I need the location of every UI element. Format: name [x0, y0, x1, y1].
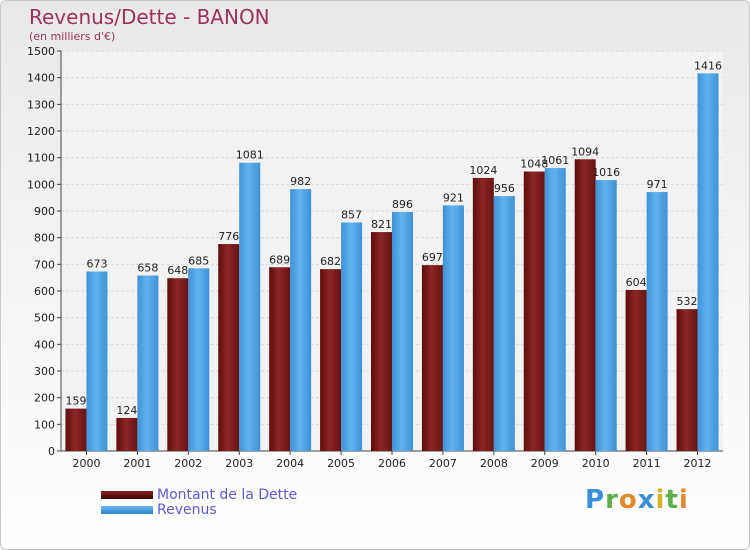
bar-revenus [341, 222, 363, 451]
x-tick-label: 2004 [276, 457, 304, 470]
data-label-dette: 532 [677, 295, 698, 308]
data-label-revenus: 982 [290, 175, 311, 188]
bar-revenus [595, 180, 617, 452]
bar-dette [167, 278, 189, 451]
y-tick-label: 300 [34, 365, 55, 378]
bar-revenus [697, 73, 719, 452]
bar-revenus [239, 162, 261, 451]
data-label-dette: 648 [167, 264, 188, 277]
data-label-dette: 776 [218, 230, 239, 243]
bar-revenus [392, 212, 413, 451]
logo-letter: t [665, 485, 679, 515]
data-label-revenus: 956 [494, 182, 515, 195]
y-tick-label: 600 [34, 285, 55, 298]
data-label-revenus: 1081 [236, 149, 264, 162]
y-tick-label: 0 [48, 445, 55, 458]
data-label-dette: 689 [269, 253, 290, 266]
logo-letter: x [637, 485, 656, 515]
data-label-revenus: 921 [443, 191, 464, 204]
data-label-dette: 1048 [520, 158, 548, 171]
data-label-revenus: 685 [188, 254, 209, 267]
bar-revenus [493, 196, 515, 451]
proxiti-logo: Proxiti [585, 485, 689, 515]
bar-dette [371, 232, 392, 451]
x-tick-label: 2009 [531, 457, 559, 470]
x-tick-label: 2005 [327, 457, 355, 470]
data-label-dette: 682 [320, 255, 341, 268]
data-label-revenus: 896 [392, 198, 413, 211]
logo-letter: i [678, 485, 689, 515]
data-label-revenus: 658 [137, 262, 158, 275]
x-tick-label: 2002 [174, 457, 202, 470]
data-label-dette: 1024 [469, 164, 497, 177]
legend-swatch-revenus [101, 506, 153, 514]
x-tick-label: 2012 [684, 457, 712, 470]
bar-revenus [290, 189, 312, 451]
legend-item-dette: Montant de la Dette [101, 487, 297, 503]
data-label-revenus: 1416 [694, 59, 722, 72]
y-tick-label: 1300 [27, 98, 55, 111]
bar-dette [523, 171, 545, 452]
y-tick-label: 400 [34, 338, 55, 351]
chart-subtitle: (en milliers d'€) [29, 30, 116, 43]
bar-dette [421, 265, 443, 451]
y-tick-label: 800 [34, 232, 55, 245]
data-label-dette: 821 [371, 218, 392, 231]
logo-letter: P [585, 485, 606, 515]
x-tick-label: 2001 [123, 457, 151, 470]
x-tick-label: 2007 [429, 457, 457, 470]
legend-label-dette: Montant de la Dette [157, 487, 298, 503]
bar-revenus [442, 205, 464, 451]
logo-letter: o [618, 485, 638, 515]
bar-dette [472, 177, 494, 451]
data-label-revenus: 1016 [592, 166, 620, 179]
data-label-dette: 697 [422, 251, 443, 264]
bar-dette [65, 408, 87, 451]
y-tick-label: 1400 [27, 72, 55, 85]
legend-swatch-dette [101, 491, 153, 499]
y-tick-label: 100 [34, 418, 55, 431]
bar-dette [218, 244, 240, 451]
x-tick-label: 2000 [72, 457, 100, 470]
y-tick-label: 1200 [27, 125, 55, 138]
chart-title: Revenus/Dette - BANON [29, 5, 270, 29]
bar-dette [574, 159, 596, 451]
data-label-revenus: 673 [86, 258, 107, 271]
y-tick-label: 200 [34, 392, 55, 405]
logo-letter: i [655, 485, 666, 515]
bar-revenus [137, 275, 159, 451]
x-tick-label: 2008 [480, 457, 508, 470]
x-tick-label: 2006 [378, 457, 406, 470]
bar-revenus [646, 192, 668, 452]
bar-dette [116, 417, 138, 451]
x-tick-label: 2010 [582, 457, 610, 470]
y-tick-label: 500 [34, 312, 55, 325]
data-label-dette: 1094 [571, 145, 599, 158]
bar-revenus [544, 168, 566, 452]
data-label-dette: 604 [626, 276, 647, 289]
x-tick-label: 2011 [633, 457, 661, 470]
data-label-revenus: 1061 [541, 154, 569, 167]
x-tick-label: 2003 [225, 457, 253, 470]
legend-item-revenus: Revenus [101, 502, 217, 518]
data-label-revenus: 971 [647, 178, 668, 191]
y-tick-label: 1000 [27, 178, 55, 191]
data-label-dette: 124 [116, 404, 137, 417]
bar-dette [269, 267, 291, 451]
y-tick-label: 900 [34, 205, 55, 218]
bar-dette [625, 289, 647, 451]
bar-dette [320, 269, 342, 451]
bar-revenus [86, 271, 108, 451]
data-label-revenus: 857 [341, 208, 362, 221]
legend-label-revenus: Revenus [157, 502, 217, 518]
logo-letter: r [605, 485, 619, 515]
y-tick-label: 700 [34, 258, 55, 271]
data-label-dette: 159 [65, 395, 86, 408]
bar-dette [676, 309, 698, 451]
bar-revenus [188, 268, 210, 451]
y-tick-label: 1500 [27, 45, 55, 58]
y-tick-label: 1100 [27, 152, 55, 165]
